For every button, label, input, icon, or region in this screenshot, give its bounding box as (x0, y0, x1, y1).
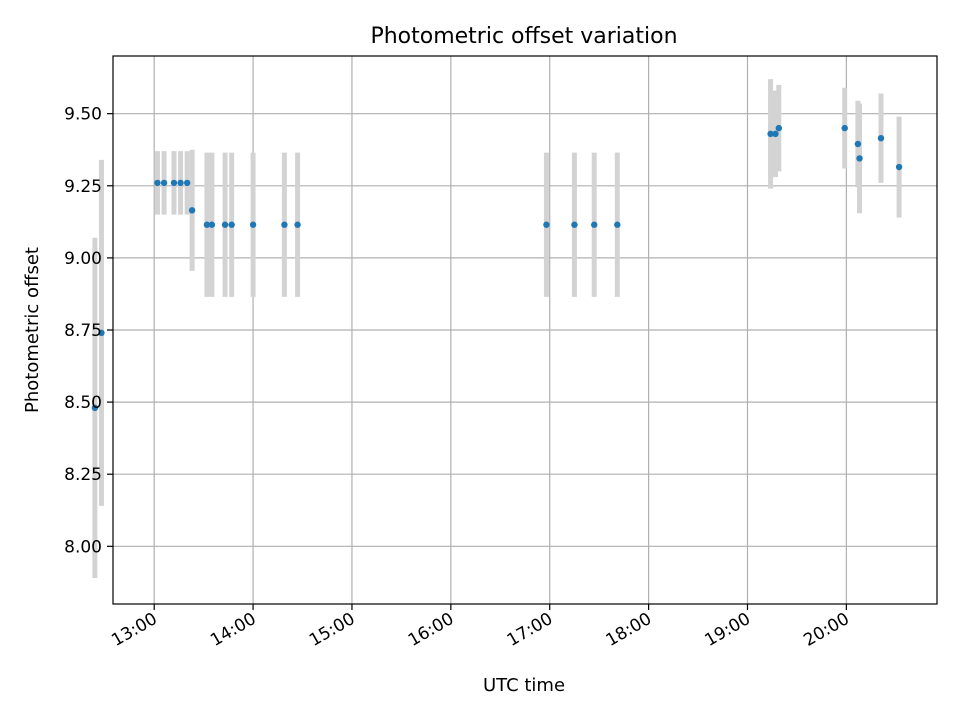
data-points (91, 124, 903, 412)
y-tick-label: 8.25 (64, 465, 102, 485)
data-point (221, 221, 229, 228)
data-point (841, 124, 848, 132)
data-point (208, 221, 216, 228)
data-point (543, 221, 550, 228)
data-point (854, 140, 862, 148)
data-point (571, 221, 578, 228)
y-tick-label: 8.00 (64, 537, 102, 557)
data-point (772, 130, 779, 138)
data-point (188, 207, 196, 214)
data-point (228, 221, 235, 228)
data-point (281, 221, 288, 228)
data-point (98, 329, 105, 337)
y-axis-label: Photometric offset (22, 247, 43, 413)
data-point (160, 179, 168, 187)
data-point (183, 179, 191, 187)
data-point (203, 221, 211, 228)
data-point (91, 404, 99, 412)
y-tick-label: 9.25 (64, 177, 102, 197)
data-point (591, 221, 598, 228)
data-point (775, 124, 782, 132)
data-point (177, 179, 184, 187)
y-tick-label: 9.50 (64, 105, 102, 125)
data-point (170, 179, 178, 187)
y-axis-ticks: 8.00 8.25 8.50 8.75 9.00 9.25 9.50 (64, 105, 113, 557)
data-point (154, 179, 161, 187)
x-axis-label: UTC time (483, 675, 565, 696)
data-point (895, 163, 903, 171)
data-point (614, 221, 621, 228)
data-point (249, 221, 257, 228)
data-point (767, 130, 774, 138)
data-point (856, 155, 863, 162)
data-point (877, 135, 885, 142)
y-tick-label: 8.50 (64, 393, 102, 413)
y-tick-label: 9.00 (64, 249, 102, 269)
data-point (294, 221, 301, 228)
chart-title: Photometric offset variation (370, 24, 677, 49)
y-tick-label: 8.75 (64, 321, 102, 341)
